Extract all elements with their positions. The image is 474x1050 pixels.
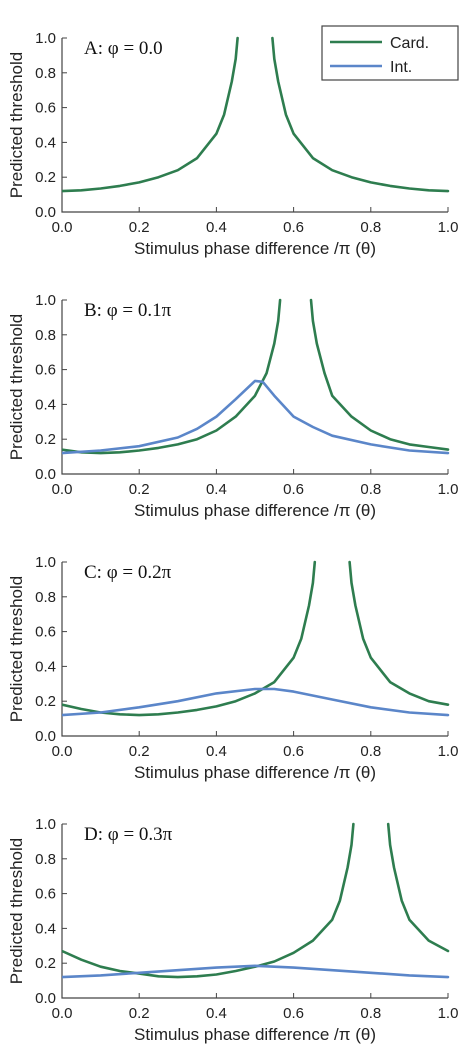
- series-line-card-segment-0: [62, 822, 355, 979]
- y-tick-label: 1.0: [35, 816, 56, 833]
- series-line-card-segment-0: [62, 560, 317, 717]
- x-tick-label: 0.6: [283, 1005, 304, 1022]
- y-tick-label: 0.8: [35, 851, 56, 868]
- y-tick-label: 1.0: [35, 30, 56, 47]
- x-tick-label: 0.4: [206, 481, 227, 498]
- x-axis-title: Stimulus phase difference /π (θ): [134, 501, 376, 520]
- legend-label-card: Card.: [390, 35, 429, 52]
- x-tick-label: 0.0: [52, 481, 73, 498]
- x-tick-label: 1.0: [438, 219, 459, 236]
- chart-panel-3: 0.0 0.2 0.4 0.6 0.8 1.0 0.0 0.2 0.4 0.6 0.8 1.0 Stim…: [7, 816, 459, 1044]
- y-axis-title: Predicted threshold: [7, 576, 26, 722]
- y-tick-label: 0.2: [35, 955, 56, 972]
- x-tick-label: 1.0: [438, 481, 459, 498]
- y-tick-label: 0.6: [35, 100, 56, 117]
- x-tick-label: 0.4: [206, 219, 227, 236]
- x-tick-label: 0.8: [360, 1005, 381, 1022]
- y-tick-label: 0.4: [35, 396, 56, 413]
- y-tick-label: 1.0: [35, 554, 56, 571]
- series-line-card-segment-1: [386, 822, 450, 953]
- legend-box: [321, 25, 459, 81]
- x-axis-title: Stimulus phase difference /π (θ): [134, 239, 376, 258]
- series-line-card-segment-1: [271, 36, 450, 193]
- panel-label: C: φ = 0.2π: [84, 562, 172, 583]
- y-tick-label: 0.4: [35, 658, 56, 675]
- x-tick-label: 0.4: [206, 1005, 227, 1022]
- y-tick-label: 0.6: [35, 362, 56, 379]
- y-tick-label: 0.0: [35, 204, 56, 221]
- y-tick-label: 0.8: [35, 65, 56, 82]
- x-tick-label: 0.0: [52, 1005, 73, 1022]
- y-axis-title: Predicted threshold: [7, 52, 26, 198]
- x-tick-label: 1.0: [438, 1005, 459, 1022]
- y-tick-label: 0.4: [35, 134, 56, 151]
- x-axis-title: Stimulus phase difference /π (θ): [134, 763, 376, 782]
- series-line-int-segment-0: [62, 379, 450, 455]
- y-tick-label: 0.2: [35, 693, 56, 710]
- panel-label: B: φ = 0.1π: [84, 300, 172, 321]
- series-line-card-segment-1: [348, 560, 450, 706]
- y-tick-label: 0.4: [35, 920, 56, 937]
- series-line-int-segment-0: [62, 687, 450, 717]
- x-tick-label: 0.2: [129, 219, 150, 236]
- x-tick-label: 0.6: [283, 481, 304, 498]
- x-tick-label: 0.2: [129, 481, 150, 498]
- x-tick-label: 0.8: [360, 219, 381, 236]
- y-tick-label: 0.0: [35, 466, 56, 483]
- y-tick-label: 0.2: [35, 431, 56, 448]
- y-tick-label: 0.6: [35, 624, 56, 641]
- x-tick-label: 0.2: [129, 1005, 150, 1022]
- chart-panel-2: 0.0 0.2 0.4 0.6 0.8 1.0 0.0 0.2 0.4 0.6 0.8 1.0 Stim…: [7, 554, 459, 782]
- y-tick-label: 0.6: [35, 886, 56, 903]
- legend-label-int: Int.: [390, 59, 412, 76]
- series-line-card-segment-0: [62, 298, 282, 455]
- y-tick-label: 0.8: [35, 327, 56, 344]
- y-tick-label: 0.2: [35, 169, 56, 186]
- x-tick-label: 0.0: [52, 219, 73, 236]
- x-tick-label: 0.6: [283, 743, 304, 760]
- y-tick-label: 0.8: [35, 589, 56, 606]
- x-axis-title: Stimulus phase difference /π (θ): [134, 1025, 376, 1044]
- x-tick-label: 0.8: [360, 481, 381, 498]
- y-axis-title: Predicted threshold: [7, 838, 26, 984]
- x-tick-label: 1.0: [438, 743, 459, 760]
- series-line-card-segment-1: [309, 298, 450, 451]
- panel-label: A: φ = 0.0: [84, 38, 163, 59]
- y-axis-title: Predicted threshold: [7, 314, 26, 460]
- x-tick-label: 0.8: [360, 743, 381, 760]
- x-tick-label: 0.0: [52, 743, 73, 760]
- chart-panel-1: 0.0 0.2 0.4 0.6 0.8 1.0 0.0 0.2 0.4 0.6 0.8 1.0 Stim…: [7, 292, 459, 520]
- x-tick-label: 0.6: [283, 219, 304, 236]
- series-line-int-segment-0: [62, 964, 450, 979]
- y-tick-label: 0.0: [35, 990, 56, 1007]
- chart-panel-0: 0.0 0.2 0.4 0.6 0.8 1.0 0.0 0.2 0.4 0.6 0.8 1.0 Stim…: [7, 25, 459, 258]
- x-tick-label: 0.2: [129, 743, 150, 760]
- series-line-card-segment-0: [62, 36, 239, 193]
- panel-label: D: φ = 0.3π: [84, 824, 173, 845]
- y-tick-label: 0.0: [35, 728, 56, 745]
- y-tick-label: 1.0: [35, 292, 56, 309]
- x-tick-label: 0.4: [206, 743, 227, 760]
